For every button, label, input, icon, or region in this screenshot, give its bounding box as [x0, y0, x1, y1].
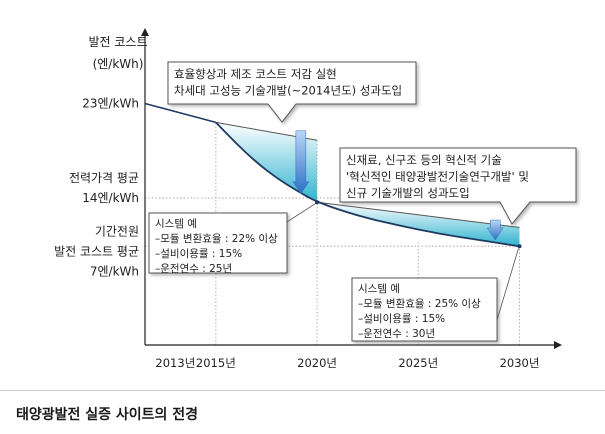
- y-axis-arrowhead: [141, 28, 149, 36]
- y-axis-title-line-1: (엔/kWh): [93, 57, 144, 71]
- system-example-box-2-frame: [351, 277, 498, 342]
- down-arrow-1: [292, 130, 310, 195]
- y-tick-label-1-0: 전력가격 평균: [69, 171, 139, 185]
- y-tick-label-2-0: 기간전원: [95, 225, 139, 239]
- system-example-box-1-frame: [148, 212, 288, 274]
- box1-connector: [286, 202, 317, 223]
- callout-innovative-tech-frame: [339, 147, 577, 225]
- figure-caption: 태양광발전 실증 사이트의 전경: [16, 407, 199, 423]
- system-example-box-2-line-2: –설비이용률 : 15%: [358, 313, 445, 325]
- y-axis-title-line-0: 발전 코스트: [88, 35, 147, 49]
- chart-svg: 발전 코스트 (엔/kWh) 23엔/kWh 전력가격 평균 14엔/kWh 기간전원발전…: [54, 28, 577, 370]
- x-axis-arrowhead: [554, 341, 562, 349]
- figure-divider: [0, 390, 605, 391]
- callout-innovative-tech-line-0: 신재료, 신구조 등의 혁신적 기술: [346, 153, 502, 167]
- system-example-box-2-line-0: 시스템 예: [358, 282, 400, 295]
- system-example-box-1-line-1: –모듈 변환효율 : 22% 이상: [155, 233, 278, 245]
- y-tick-label-0-0: 23엔/kWh: [82, 97, 139, 111]
- system-example-box-1: 시스템 예 –모듈 변환효율 : 22% 이상 –설비이용률 : 15% –운전연수 …: [148, 212, 288, 275]
- callout-efficiency-line-1: 차세대 고성능 기술개발(~2014년도) 성과도입: [174, 84, 402, 98]
- system-example-box-2: 시스템 예 –모듈 변환효율 : 25% 이상 –설비이용률 : 15% –운전연수 …: [351, 277, 498, 342]
- down-arrow-2: [486, 219, 504, 241]
- x-tick-label-4: 2030년: [500, 356, 540, 370]
- system-example-box-1-line-2: –설비이용률 : 15%: [155, 248, 242, 260]
- cost-curve-line: [215, 121, 520, 248]
- callout-innovative-tech: 신재료, 신구조 등의 혁신적 기술 '혁신적인 태양광발전기술연구개발' 및신규…: [339, 147, 577, 225]
- system-example-box-1-line-3: –운전연수 : 25년: [155, 263, 232, 275]
- callout-innovative-tech-line-2: 신규 기술개발의 성과도입: [346, 186, 470, 200]
- x-tick-label-3: 2025년: [398, 356, 438, 370]
- callout-efficiency-line-0: 효율향상과 제조 코스트 저감 실현: [174, 67, 337, 81]
- upper-boundary-line-2: [317, 201, 520, 228]
- cost-reduction-area-2015-2020: [215, 122, 318, 203]
- callout-innovative-tech-line-1: '혁신적인 태양광발전기술연구개발' 및: [346, 170, 529, 184]
- y-tick-label-2-2: 7엔/kWh: [90, 265, 139, 279]
- system-example-box-2-line-3: –운전연수 : 30년: [358, 328, 435, 340]
- cost-reduction-area-2020-2030: [317, 202, 520, 247]
- cost-curve-lead-in: [144, 102, 217, 124]
- cost-point-2030: [517, 244, 522, 249]
- system-example-box-2-line-1: –모듈 변환효율 : 25% 이상: [358, 298, 481, 310]
- y-tick-label-2-1: 발전 코스트 평균: [54, 245, 139, 259]
- box2-connector: [496, 248, 519, 321]
- system-example-box-1-line-0: 시스템 예: [155, 217, 197, 230]
- callout-efficiency-frame: [167, 61, 417, 123]
- x-tick-label-2: 2020년: [297, 356, 337, 370]
- y-tick-label-1-1: 14엔/kWh: [82, 191, 139, 205]
- x-tick-label-0: 2013년: [155, 356, 195, 370]
- x-tick-label-1: 2015년: [196, 356, 236, 370]
